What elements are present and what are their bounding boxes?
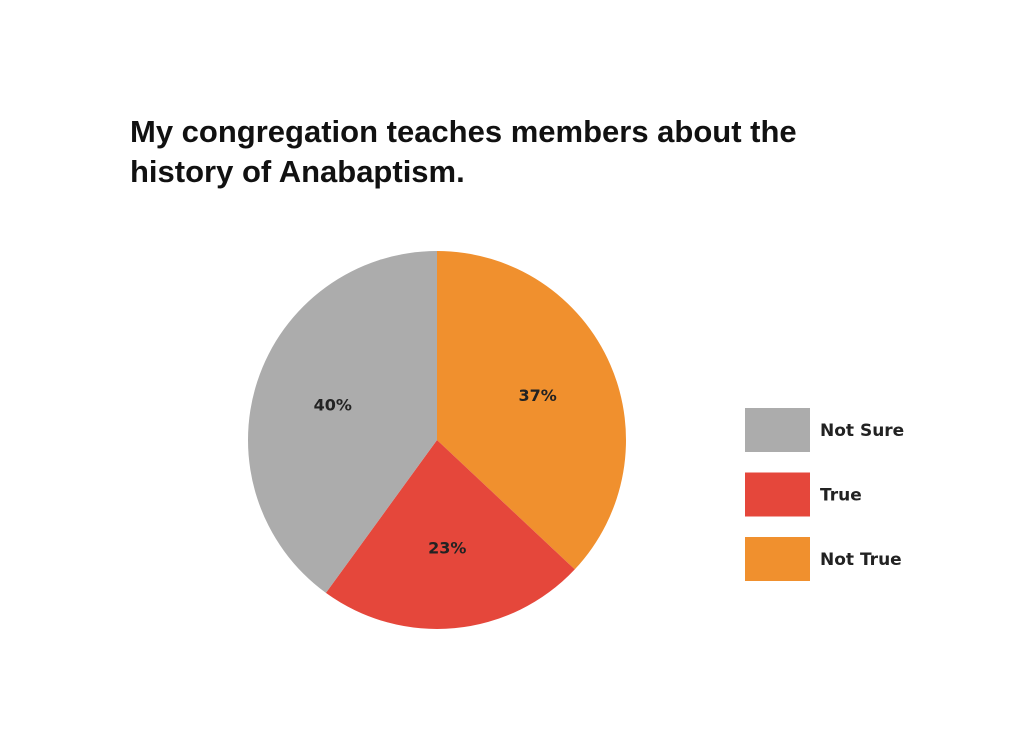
legend-label-not-true: Not True [820, 550, 902, 570]
chart-title-line-2: history of Anabaptism. [130, 154, 465, 189]
pie-slice-not-sure [247, 251, 437, 593]
chart-title: My congregation teaches members about th… [130, 112, 930, 192]
data-label-not-sure: 40% [314, 396, 352, 415]
pie-slice-not-true [437, 251, 626, 570]
pie-slice-true [325, 440, 575, 629]
data-label-true: 23% [428, 539, 466, 558]
chart-title-line-1: My congregation teaches members about th… [130, 114, 797, 149]
legend-label-true: True [820, 486, 862, 506]
pie-slices [247, 251, 626, 629]
legend-label-not-sure: Not Sure [820, 421, 904, 441]
legend-swatch-not-true [745, 537, 810, 581]
data-label-not-true: 37% [518, 386, 556, 405]
legend-swatch-true [745, 472, 810, 517]
pie-slice-labels: 37% 23% 40% [314, 386, 557, 558]
legend: Not Sure True Not True [745, 408, 904, 581]
legend-swatch-not-sure [745, 408, 810, 452]
